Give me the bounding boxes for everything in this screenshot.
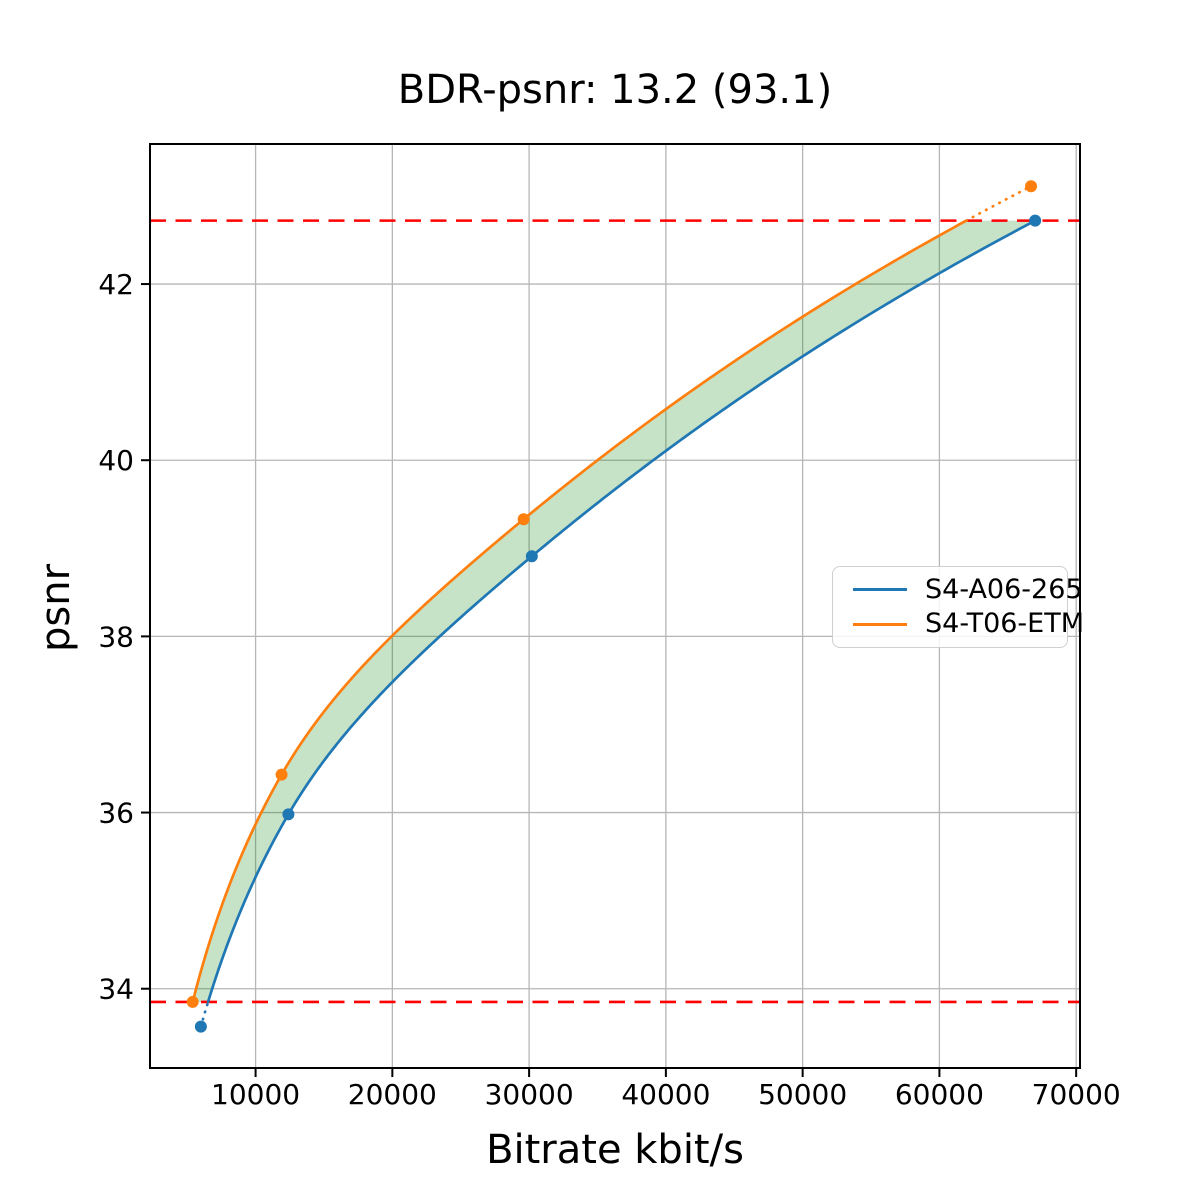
legend-line-swatch-blue [853, 588, 907, 592]
y-tick-label: 40 [98, 444, 134, 477]
x-axis-label: Bitrate kbit/s [486, 1127, 744, 1173]
tick-labels: 10000 20000 30000 40000 50000 60000 70000 34 36 3… [98, 268, 1120, 1111]
series-line-S4-T06-ETM [191, 219, 968, 1004]
data-point-markers-S4-A06-265 [194, 214, 1042, 1033]
gridlines [150, 144, 1080, 1068]
x-tick-label: 40000 [621, 1078, 710, 1111]
tick-marks [141, 283, 1078, 1077]
series-dotted-extension-S4-A06-265 [199, 1000, 210, 1028]
data-point-markers-S4-T06-ETM [186, 180, 1038, 1008]
legend-label: S4-T06-ETM [925, 608, 1085, 640]
x-tick-label: 10000 [211, 1078, 300, 1111]
y-tick-label: 42 [98, 268, 134, 301]
legend: S4-A06-265 S4-T06-ETM [832, 566, 1084, 648]
x-tick-label: 20000 [348, 1078, 437, 1111]
series-line-S4-A06-265 [206, 219, 1037, 1004]
legend-label: S4-A06-265 [925, 573, 1083, 605]
series-dotted-extension-S4-T06-ETM [964, 184, 1033, 222]
axes-spines [149, 143, 1081, 1069]
overlap-limit-lines [150, 219, 1080, 1004]
x-tick-label: 70000 [1032, 1078, 1121, 1111]
x-tick-label: 50000 [758, 1078, 847, 1111]
chart-title: BDR-psnr: 13.2 (93.1) [397, 67, 833, 113]
y-tick-label: 36 [98, 797, 134, 830]
legend-line-swatch-orange [853, 622, 907, 626]
y-tick-label: 38 [98, 620, 134, 653]
legend-item-series-0: S4-A06-265 [833, 574, 1083, 606]
x-tick-label: 60000 [895, 1078, 984, 1111]
x-tick-label: 30000 [485, 1078, 574, 1111]
legend-item-series-1: S4-T06-ETM [833, 608, 1084, 640]
y-tick-label: 34 [98, 973, 134, 1006]
